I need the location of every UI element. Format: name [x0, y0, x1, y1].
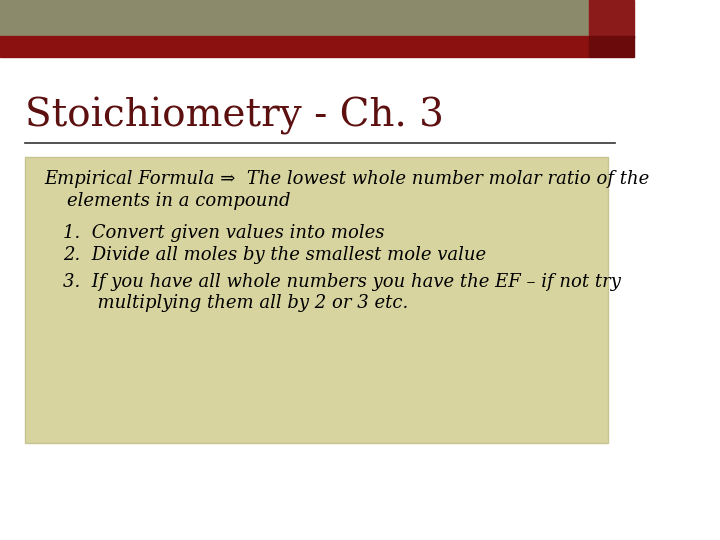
- Bar: [0, 0, 590, 38]
- Text: elements in a compound: elements in a compound: [45, 192, 291, 210]
- Text: Stoichiometry - Ch. 3: Stoichiometry - Ch. 3: [25, 97, 444, 135]
- Text: Empirical Formula ⇒  The lowest whole number molar ratio of the: Empirical Formula ⇒ The lowest whole num…: [45, 170, 649, 188]
- Text: 3.  If you have all whole numbers you have the EF – if not try: 3. If you have all whole numbers you hav…: [63, 273, 621, 291]
- Text: 2.  Divide all moles by the smallest mole value: 2. Divide all moles by the smallest mole…: [63, 246, 487, 264]
- Text: 1.  Convert given values into moles: 1. Convert given values into moles: [63, 224, 385, 242]
- Bar: [590, 0, 634, 38]
- FancyBboxPatch shape: [25, 157, 608, 443]
- Text: multiplying them all by 2 or 3 etc.: multiplying them all by 2 or 3 etc.: [63, 294, 409, 312]
- Bar: [590, 36, 634, 57]
- Bar: [0, 36, 590, 57]
